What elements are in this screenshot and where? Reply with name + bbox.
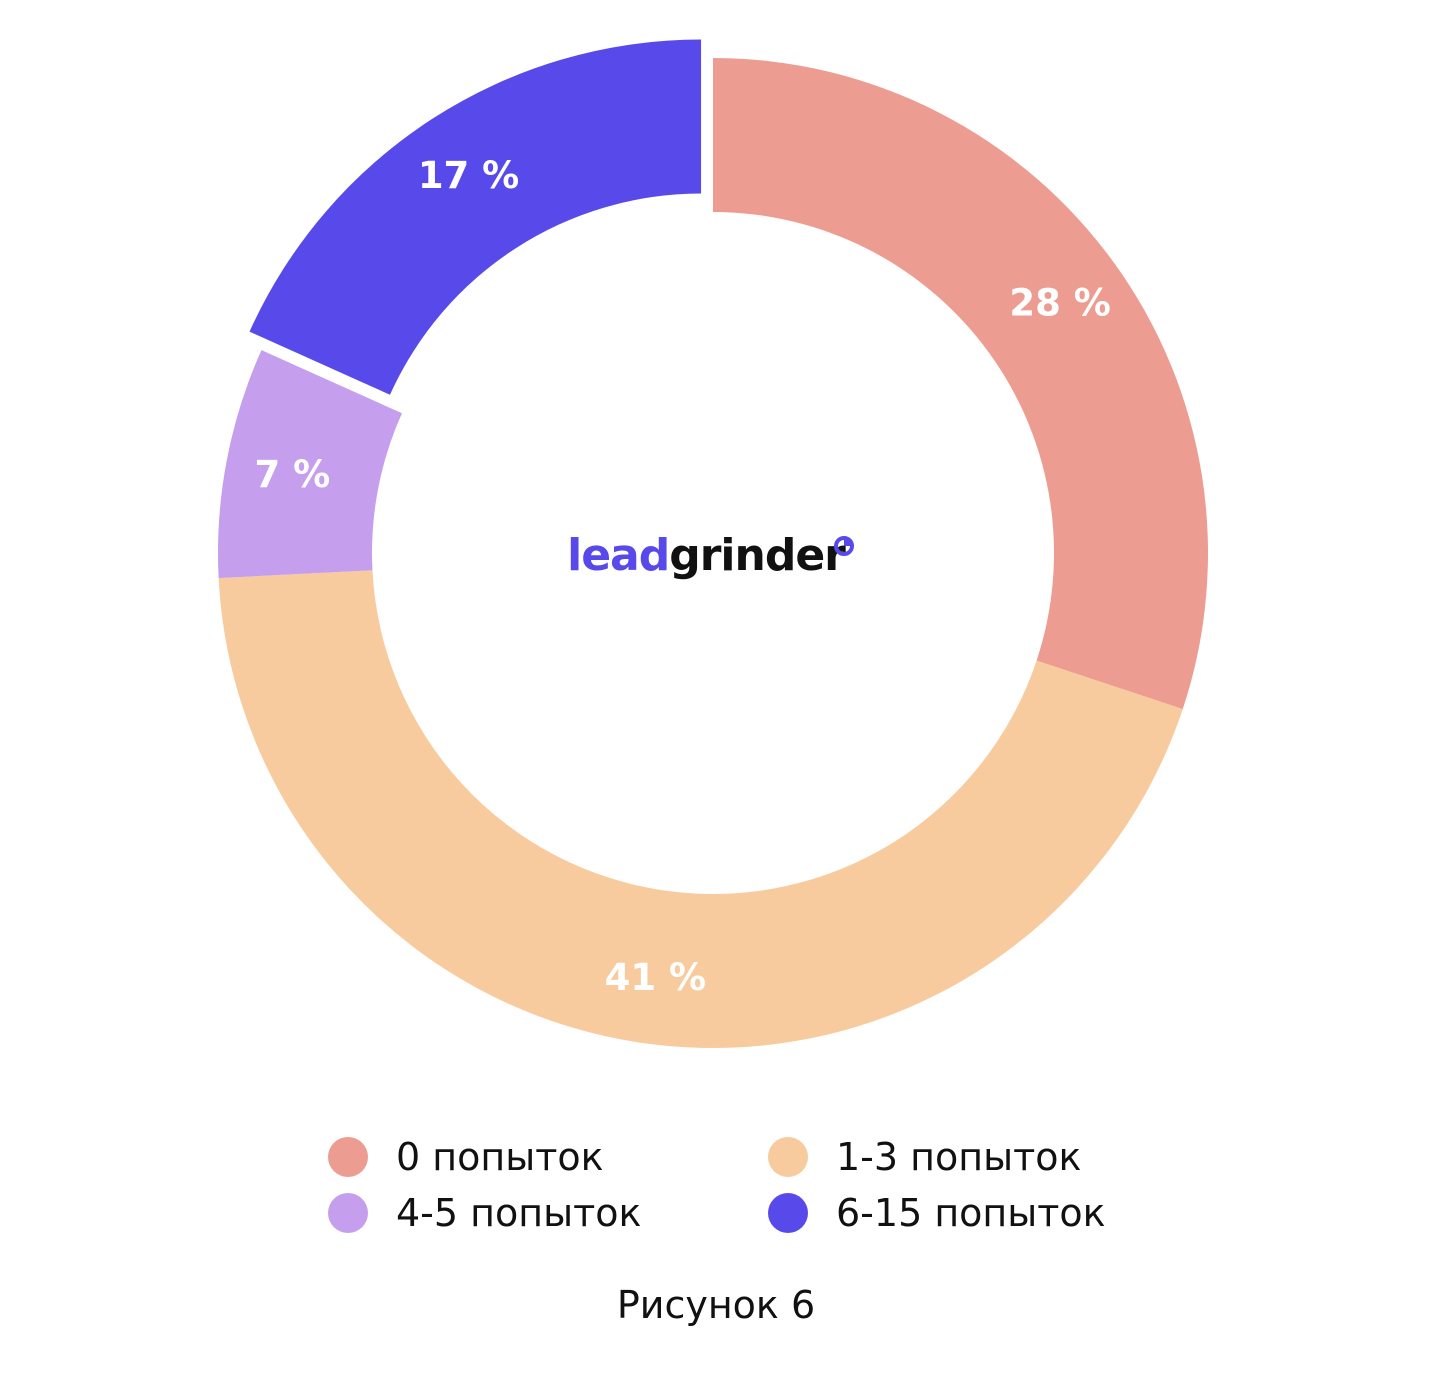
donut-slice-1: [218, 570, 1183, 1048]
legend-label: 1-3 попыток: [836, 1135, 1082, 1179]
legend-item-2: 4-5 попыток: [328, 1188, 641, 1238]
legend-item-0: 0 попыток: [328, 1132, 604, 1182]
leadgrinder-logo: leadgrinder: [567, 530, 854, 581]
logo-mark-icon: [834, 536, 854, 556]
logo-part-lead: lead: [567, 530, 669, 581]
legend-label: 6-15 попыток: [836, 1191, 1106, 1235]
legend-label: 0 попыток: [396, 1135, 604, 1179]
logo-part-grinder: grinder: [669, 530, 846, 581]
donut-chart: 28 % 41 % 7 % 17 % leadgrinder: [218, 39, 1208, 1048]
legend-swatch: [768, 1137, 808, 1177]
slice-label-0: 28 %: [1009, 282, 1110, 325]
slice-label-3: 17 %: [418, 154, 519, 197]
legend-swatch: [768, 1193, 808, 1233]
svg-text:leadgrinder: leadgrinder: [567, 530, 846, 581]
legend-item-3: 6-15 попыток: [768, 1188, 1106, 1238]
slice-label-2: 7 %: [255, 453, 331, 496]
slice-labels: 28 % 41 % 7 % 17 %: [255, 154, 1111, 999]
legend: 0 попыток 1-3 попыток 4-5 попыток 6-15 п…: [0, 1130, 1432, 1250]
legend-swatch: [328, 1193, 368, 1233]
figure-caption: Рисунок 6: [616, 1283, 816, 1327]
legend-item-1: 1-3 попыток: [768, 1132, 1081, 1182]
donut-slice-0: [713, 58, 1208, 710]
legend-label: 4-5 попыток: [396, 1191, 642, 1235]
donut-slice-3: [249, 39, 702, 395]
legend-swatch: [328, 1137, 368, 1177]
slice-label-1: 41 %: [605, 956, 706, 999]
donut-slice-2: [218, 350, 402, 579]
donut-slices: [218, 39, 1208, 1048]
